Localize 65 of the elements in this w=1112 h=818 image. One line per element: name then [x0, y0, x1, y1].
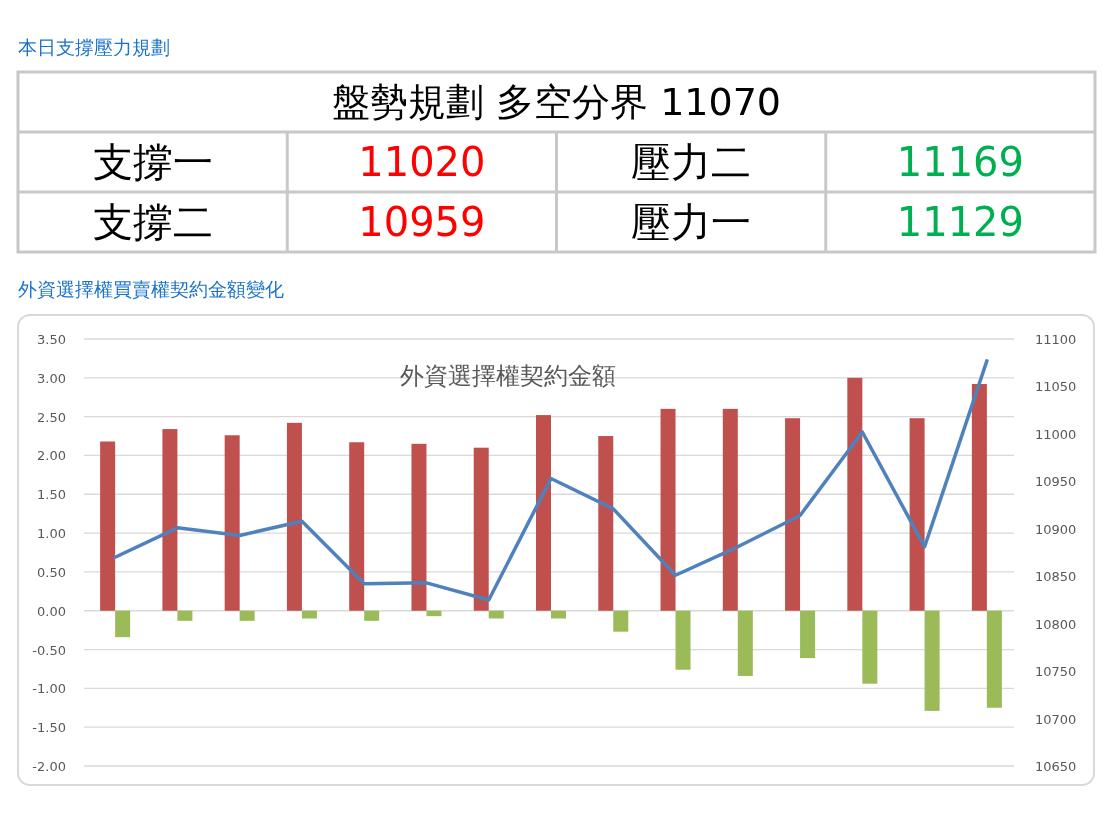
text: 11020 [358, 139, 486, 185]
y-tick-label: 1.00 [37, 526, 66, 542]
y2-tick-label: 10800 [1035, 616, 1077, 632]
bar [598, 436, 614, 611]
bar [536, 415, 551, 611]
y-tick-label: -1.50 [32, 720, 66, 736]
bar [100, 441, 116, 611]
bar [924, 610, 940, 711]
y2-tick-label: 10850 [1035, 569, 1077, 585]
bar [862, 610, 878, 684]
y-tick-label: 2.00 [37, 448, 66, 464]
y-tick-label: -1.00 [32, 681, 66, 697]
bar [551, 610, 566, 619]
bar [737, 610, 753, 676]
text: 10959 [358, 199, 486, 245]
text: 外資選擇權契約金額 [400, 362, 616, 390]
bar [909, 418, 925, 611]
text: 本日支撐壓力規劃 [18, 36, 170, 58]
bar [722, 408, 738, 611]
y2-tick-label: 10750 [1035, 664, 1077, 680]
y2-tick-label: 11000 [1035, 426, 1077, 442]
y-tick-label: 1.50 [37, 487, 66, 503]
y-tick-label: 0.00 [37, 603, 66, 619]
bar [224, 435, 240, 611]
y2-tick-label: 10900 [1035, 521, 1077, 537]
text: 壓力一 [631, 199, 752, 245]
bar [286, 422, 302, 611]
bar [971, 384, 987, 611]
y2-tick-label: 10950 [1035, 474, 1077, 490]
y2-tick-label: 10650 [1035, 759, 1077, 774]
y-tick-label: 3.50 [37, 332, 66, 347]
bar [847, 377, 863, 611]
bar [675, 610, 691, 670]
bar [239, 610, 255, 621]
bar [411, 443, 427, 611]
y2-tick-label: 10700 [1035, 711, 1077, 727]
y-tick-label: -2.00 [32, 759, 66, 774]
bar [986, 610, 1002, 708]
bar [488, 610, 504, 619]
y-tick-label: 0.50 [37, 564, 66, 580]
text: 外資選擇權買賣權契約金額變化 [18, 278, 284, 300]
y2-tick-label: 11100 [1035, 332, 1077, 347]
text: 11129 [896, 199, 1024, 245]
bar [349, 442, 365, 611]
bar [301, 610, 317, 619]
y-tick-label: -0.50 [32, 642, 66, 658]
y-tick-label: 3.00 [37, 370, 66, 386]
bar [162, 429, 178, 611]
bar [364, 610, 380, 621]
bar [473, 447, 489, 611]
text: 盤勢規劃 多空分界 11070 [331, 80, 782, 124]
bar [177, 610, 193, 621]
bar [115, 610, 131, 638]
line-series [113, 359, 989, 602]
bar [426, 610, 442, 617]
text: 11169 [896, 139, 1024, 185]
bar [660, 408, 676, 611]
bar [613, 610, 629, 632]
y-tick-label: 2.50 [37, 409, 66, 425]
text: 支撐二 [92, 199, 213, 245]
text: 支撐一 [92, 139, 213, 185]
text: 壓力二 [631, 139, 752, 185]
bar [800, 610, 816, 659]
bar [785, 418, 801, 611]
y2-tick-label: 11050 [1035, 379, 1077, 395]
